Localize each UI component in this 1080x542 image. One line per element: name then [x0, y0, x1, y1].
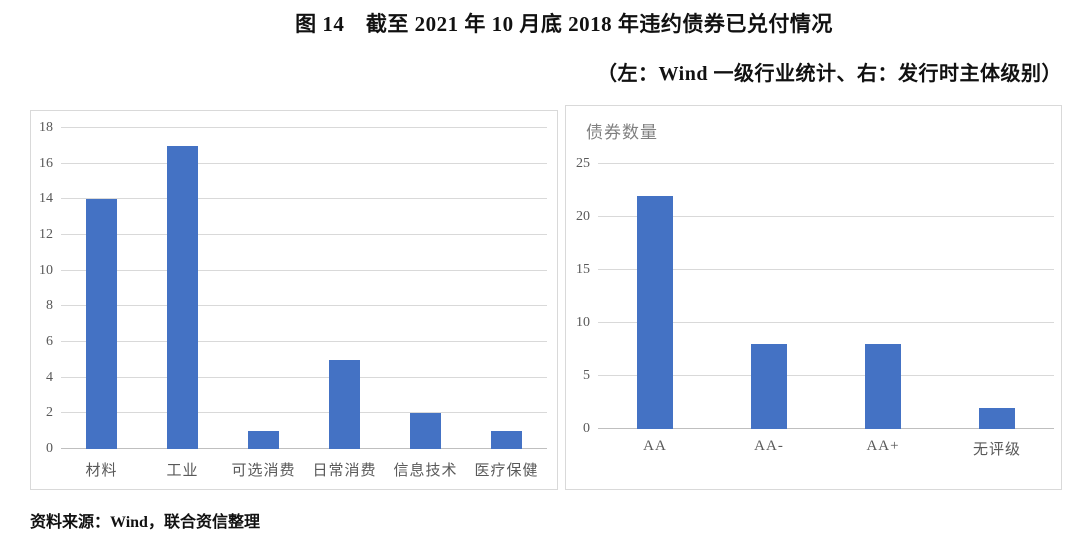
y-tick-label: 15: [576, 262, 590, 277]
rating-bar-chart-panel: 债券数量 0 5 10 15 20 25 AA AA- AA+ 无评级: [565, 105, 1062, 490]
gridline: [61, 234, 547, 235]
y-tick-label: 6: [46, 334, 53, 349]
bar-可选消费: [248, 431, 279, 449]
bar-slot: [61, 128, 142, 449]
y-axis: 0 5 10 15 20 25: [566, 157, 598, 436]
y-tick-label: 12: [39, 227, 53, 242]
bar-无评级: [979, 407, 1015, 429]
x-category-label: 信息技术: [393, 463, 458, 479]
bar-材料: [86, 199, 117, 449]
x-category-label: 可选消费: [231, 463, 296, 479]
plot-area: [598, 163, 1054, 429]
x-axis-labels: 材料 工业 可选消费 日常消费 信息技术 医疗保健: [61, 449, 547, 480]
bar-slot: [826, 164, 940, 429]
bar-slot: [598, 164, 712, 429]
bar-日常消费: [329, 359, 360, 449]
chart-body: 0 5 10 15 20 25 AA AA- AA+ 无评级: [566, 157, 1061, 459]
bars: [61, 128, 547, 449]
industry-bar-chart-panel: 0 2 4 6 8 10 12 14 16 18 材料 工业 可选消费 日常消费 信息技术 医疗保健: [30, 110, 558, 490]
y-tick-label: 14: [39, 191, 53, 207]
x-category-label: 医疗保健: [474, 463, 539, 479]
plot-column: 材料 工业 可选消费 日常消费 信息技术 医疗保健: [61, 127, 547, 480]
chart-title: 债券数量: [586, 123, 658, 142]
plot-area: [61, 127, 547, 449]
y-tick-label: 20: [576, 209, 590, 224]
figure-title: 图 14 截至 2021 年 10 月底 2018 年违约债券已兑付情况: [295, 12, 833, 36]
gridline: [598, 375, 1054, 376]
bar-AA+: [865, 344, 901, 429]
x-category-label: AA: [643, 438, 667, 454]
gridline: [61, 376, 547, 378]
y-tick-label: 10: [576, 315, 590, 330]
gridline: [61, 305, 547, 307]
x-category-label: 日常消费: [312, 463, 377, 479]
x-category-label: 材料: [85, 463, 118, 479]
bar-信息技术: [410, 413, 441, 449]
figure-subtitle: （左：Wind 一级行业统计、右：发行时主体级别）: [597, 63, 1062, 85]
plot-column: AA AA- AA+ 无评级: [598, 163, 1054, 459]
gridline: [61, 412, 547, 414]
y-tick-label: 0: [583, 421, 590, 436]
gridline: [61, 198, 547, 200]
gridline: [598, 269, 1054, 270]
x-category-label: AA-: [754, 438, 784, 454]
gridline: [61, 127, 547, 128]
bar-slot: [304, 128, 385, 449]
y-tick-label: 2: [46, 405, 53, 421]
bar-slot: [385, 128, 466, 449]
y-axis: 0 2 4 6 8 10 12 14 16 18: [31, 121, 61, 456]
y-tick-label: 10: [39, 262, 53, 278]
gridline: [598, 322, 1054, 323]
y-tick-label: 16: [39, 155, 53, 171]
x-axis-line: [598, 428, 1054, 429]
y-tick-label: 5: [583, 368, 590, 383]
x-axis-line: [61, 448, 547, 449]
gridline: [598, 163, 1054, 164]
y-tick-label: 25: [576, 156, 590, 171]
y-tick-label: 18: [39, 120, 53, 135]
gridline: [61, 269, 547, 271]
gridline: [598, 216, 1054, 217]
y-tick-label: 0: [46, 441, 53, 456]
bar-slot: [712, 164, 826, 429]
gridline: [61, 162, 547, 164]
source-note: 资料来源：Wind，联合资信整理: [30, 514, 260, 531]
bar-slot: [223, 128, 304, 449]
chart-body: 0 2 4 6 8 10 12 14 16 18 材料 工业 可选消费 日常消费 信息技术 医疗保健: [31, 121, 557, 480]
bar-slot: [142, 128, 223, 449]
gridline: [61, 341, 547, 342]
bar-slot: [940, 164, 1054, 429]
bars: [598, 164, 1054, 429]
y-tick-label: 8: [46, 298, 53, 314]
x-axis-labels: AA AA- AA+ 无评级: [598, 429, 1054, 459]
bar-医疗保健: [491, 431, 522, 449]
bar-工业: [167, 145, 198, 449]
x-category-label: 无评级: [972, 442, 1021, 458]
bar-slot: [466, 128, 547, 449]
bar-AA-: [751, 344, 787, 429]
x-category-label: AA+: [866, 438, 900, 454]
bar-AA: [637, 195, 673, 429]
y-tick-label: 4: [46, 369, 53, 385]
x-category-label: 工业: [166, 463, 199, 479]
